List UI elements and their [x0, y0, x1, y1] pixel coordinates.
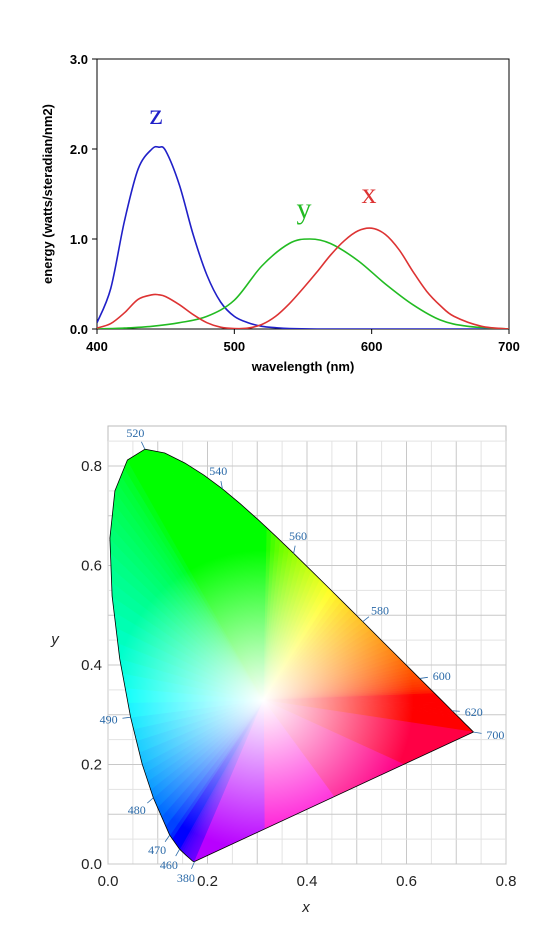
y-tick-label-2: 0.0: [81, 856, 102, 873]
wavelength-label: 600: [433, 669, 451, 683]
wavelength-label: 700: [486, 728, 504, 742]
y-axis-label-2: y: [50, 631, 60, 648]
x-tick-label: 400: [86, 339, 108, 354]
locus-tick: [293, 545, 296, 554]
y-axis-label: energy (watts/steradian/nm2): [40, 104, 55, 284]
white-point-glow: [113, 550, 414, 851]
x-tick-label: 600: [361, 339, 383, 354]
wavelength-label: 520: [126, 426, 144, 440]
locus-tick: [164, 834, 171, 842]
y-tick-label: 3.0: [70, 52, 88, 67]
x-tick-label-2: 0.6: [396, 873, 417, 890]
x-tick-label: 500: [223, 339, 245, 354]
cie-color-matching-chart: 400 500 600 700 0.0 1.0 2.0 3.0 z y x wavelength …: [40, 52, 520, 374]
wavelength-label: 560: [289, 529, 307, 543]
y-tick-label: 1.0: [70, 232, 88, 247]
x-tick-label-2: 0.8: [496, 873, 517, 890]
wavelength-label: 620: [465, 705, 483, 719]
wavelength-label: 480: [128, 803, 146, 817]
locus-tick: [122, 716, 131, 719]
series-label-y: y: [297, 192, 312, 225]
wavelength-label: 580: [371, 604, 389, 618]
locus-tick: [220, 480, 223, 489]
series-line-x: [97, 227, 509, 329]
x-tick-label-2: 0.2: [197, 873, 218, 890]
y-tick-label: 0.0: [70, 322, 88, 337]
series-label-x: x: [362, 177, 377, 210]
locus-tick: [141, 441, 146, 450]
locus-tick: [473, 731, 482, 734]
locus-tick: [175, 848, 180, 857]
series-line-y: [97, 238, 509, 329]
y-tick-label-2: 0.8: [81, 458, 102, 475]
locus-tick: [191, 861, 195, 870]
wavelength-label: 380: [177, 871, 195, 885]
locus-tick: [147, 797, 154, 804]
x-axis-label: wavelength (nm): [251, 359, 355, 374]
x-tick-label-2: 0.4: [297, 873, 318, 890]
y-tick-label: 2.0: [70, 142, 88, 157]
series-label-z: z: [149, 98, 162, 131]
y-tick-label-2: 0.4: [81, 657, 102, 674]
wavelength-label: 490: [100, 713, 118, 727]
locus-tick: [362, 616, 370, 623]
x-tick-label: 700: [498, 339, 520, 354]
y-tick-label-2: 0.2: [81, 757, 102, 774]
x-tick-label-2: 0.0: [98, 873, 119, 890]
wavelength-label: 460: [160, 858, 178, 872]
series-line-z: [97, 145, 509, 329]
x-axis-label-2: x: [301, 899, 310, 916]
plot-frame: [96, 58, 510, 330]
y-tick-label-2: 0.6: [81, 558, 102, 575]
wavelength-label: 470: [148, 843, 166, 857]
wavelength-label: 540: [209, 464, 227, 478]
locus-tick: [419, 676, 428, 679]
